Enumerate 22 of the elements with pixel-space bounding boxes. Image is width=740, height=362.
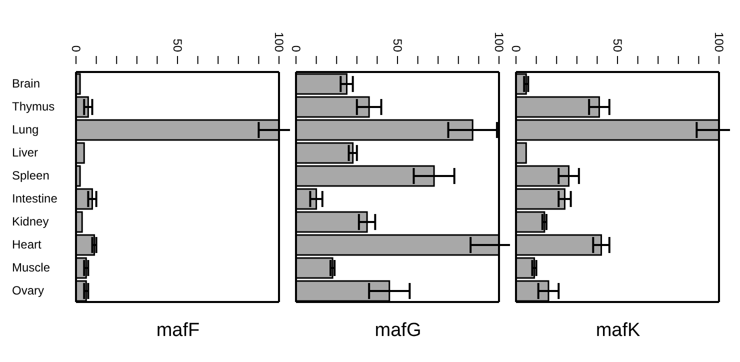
text: mafF <box>155 320 201 342</box>
y-tick-label: Intestine <box>12 192 58 206</box>
y-tick-label: Spleen <box>12 168 50 182</box>
x-tick-label: 50 <box>390 38 404 52</box>
y-tick-label: Lung <box>12 122 39 136</box>
text: mafK <box>594 320 642 342</box>
y-tick-label: Thymus <box>12 100 55 114</box>
y-tick-label: Liver <box>12 146 38 160</box>
y-tick-label: Ovary <box>12 284 44 298</box>
x-tick-label: 100 <box>712 32 726 52</box>
y-tick-label: Heart <box>12 238 42 252</box>
x-tick-label: 100 <box>492 32 506 52</box>
y-tick-label: Muscle <box>12 260 50 274</box>
x-tick-label: 50 <box>610 38 624 52</box>
x-tick-label: 100 <box>272 32 286 52</box>
x-tick-label: 0 <box>509 45 523 52</box>
y-tick-label: Kidney <box>12 214 49 228</box>
text: mafG <box>374 320 422 342</box>
x-tick-label: 50 <box>170 38 184 52</box>
x-tick-label: 0 <box>289 45 303 52</box>
y-tick-label: Brain <box>12 76 40 90</box>
x-tick-label: 0 <box>69 45 83 52</box>
